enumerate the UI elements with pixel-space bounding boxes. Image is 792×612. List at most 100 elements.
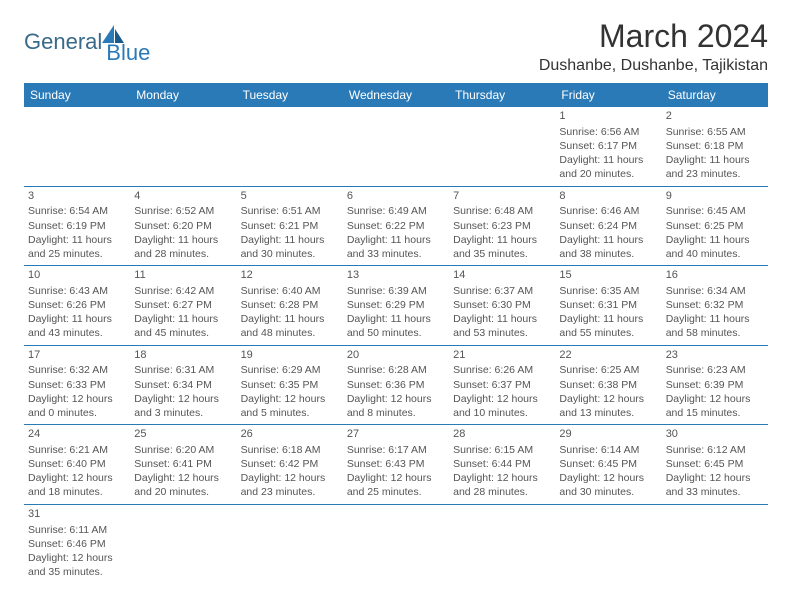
day-detail: Sunrise: 6:39 AM: [347, 284, 445, 298]
calendar-cell: 11Sunrise: 6:42 AMSunset: 6:27 PMDayligh…: [130, 266, 236, 345]
day-number: 14: [453, 268, 551, 283]
day-detail: Sunrise: 6:17 AM: [347, 443, 445, 457]
calendar-cell: 25Sunrise: 6:20 AMSunset: 6:41 PMDayligh…: [130, 425, 236, 504]
day-detail: Sunset: 6:35 PM: [241, 378, 339, 392]
day-detail: Daylight: 11 hours: [666, 312, 764, 326]
day-detail: Sunrise: 6:29 AM: [241, 363, 339, 377]
day-detail: Daylight: 11 hours: [453, 233, 551, 247]
day-detail: Sunset: 6:43 PM: [347, 457, 445, 471]
calendar-cell: 5Sunrise: 6:51 AMSunset: 6:21 PMDaylight…: [237, 187, 343, 266]
calendar-cell: 24Sunrise: 6:21 AMSunset: 6:40 PMDayligh…: [24, 425, 130, 504]
day-detail: Sunrise: 6:43 AM: [28, 284, 126, 298]
day-detail: Sunset: 6:40 PM: [28, 457, 126, 471]
day-detail: and 5 minutes.: [241, 406, 339, 420]
day-detail: Sunset: 6:42 PM: [241, 457, 339, 471]
title-block: March 2024 Dushanbe, Dushanbe, Tajikista…: [539, 18, 768, 75]
day-detail: and 23 minutes.: [666, 167, 764, 181]
day-header: Sunday: [24, 83, 130, 107]
day-number: 13: [347, 268, 445, 283]
day-detail: Sunset: 6:39 PM: [666, 378, 764, 392]
calendar-cell: [130, 505, 236, 584]
day-number: 28: [453, 427, 551, 442]
day-detail: and 28 minutes.: [453, 485, 551, 499]
day-detail: Sunrise: 6:20 AM: [134, 443, 232, 457]
day-detail: Sunrise: 6:35 AM: [559, 284, 657, 298]
day-detail: Sunset: 6:30 PM: [453, 298, 551, 312]
day-detail: Sunrise: 6:32 AM: [28, 363, 126, 377]
day-detail: Sunrise: 6:12 AM: [666, 443, 764, 457]
day-detail: and 8 minutes.: [347, 406, 445, 420]
day-detail: Daylight: 11 hours: [559, 312, 657, 326]
day-detail: Sunset: 6:24 PM: [559, 219, 657, 233]
day-detail: Sunset: 6:18 PM: [666, 139, 764, 153]
calendar-cell: 22Sunrise: 6:25 AMSunset: 6:38 PMDayligh…: [555, 346, 661, 425]
day-number: 24: [28, 427, 126, 442]
day-number: 20: [347, 348, 445, 363]
day-detail: Sunset: 6:38 PM: [559, 378, 657, 392]
day-number: 18: [134, 348, 232, 363]
calendar-cell: 2Sunrise: 6:55 AMSunset: 6:18 PMDaylight…: [662, 107, 768, 186]
day-detail: and 25 minutes.: [28, 247, 126, 261]
day-detail: Daylight: 11 hours: [134, 233, 232, 247]
calendar-row: 10Sunrise: 6:43 AMSunset: 6:26 PMDayligh…: [24, 266, 768, 346]
day-detail: Daylight: 11 hours: [347, 233, 445, 247]
day-detail: Sunrise: 6:25 AM: [559, 363, 657, 377]
calendar-header: Sunday Monday Tuesday Wednesday Thursday…: [24, 83, 768, 107]
day-detail: Daylight: 12 hours: [666, 392, 764, 406]
day-detail: Daylight: 11 hours: [559, 153, 657, 167]
day-detail: and 28 minutes.: [134, 247, 232, 261]
day-detail: Daylight: 11 hours: [134, 312, 232, 326]
day-detail: Sunrise: 6:49 AM: [347, 204, 445, 218]
day-number: 30: [666, 427, 764, 442]
day-detail: Sunrise: 6:46 AM: [559, 204, 657, 218]
logo: General Blue: [24, 18, 150, 66]
day-detail: Sunset: 6:34 PM: [134, 378, 232, 392]
calendar-cell: 31Sunrise: 6:11 AMSunset: 6:46 PMDayligh…: [24, 505, 130, 584]
day-detail: Sunrise: 6:34 AM: [666, 284, 764, 298]
calendar-cell: 4Sunrise: 6:52 AMSunset: 6:20 PMDaylight…: [130, 187, 236, 266]
day-number: 4: [134, 189, 232, 204]
calendar-cell: 14Sunrise: 6:37 AMSunset: 6:30 PMDayligh…: [449, 266, 555, 345]
day-number: 29: [559, 427, 657, 442]
day-header: Tuesday: [237, 83, 343, 107]
calendar-row: 24Sunrise: 6:21 AMSunset: 6:40 PM Dayligh…: [24, 425, 768, 505]
day-detail: and 48 minutes.: [241, 326, 339, 340]
calendar-cell: 10Sunrise: 6:43 AMSunset: 6:26 PMDayligh…: [24, 266, 130, 345]
day-detail: Daylight: 11 hours: [559, 233, 657, 247]
day-header: Wednesday: [343, 83, 449, 107]
day-detail: and 15 minutes.: [666, 406, 764, 420]
day-detail: Sunset: 6:21 PM: [241, 219, 339, 233]
day-detail: Daylight: 12 hours: [666, 471, 764, 485]
day-detail: Sunset: 6:46 PM: [28, 537, 126, 551]
day-detail: Sunrise: 6:52 AM: [134, 204, 232, 218]
day-detail: Sunrise: 6:40 AM: [241, 284, 339, 298]
day-detail: Sunrise: 6:11 AM: [28, 523, 126, 537]
day-detail: and 30 minutes.: [241, 247, 339, 261]
location: Dushanbe, Dushanbe, Tajikistan: [539, 57, 768, 75]
day-detail: and 53 minutes.: [453, 326, 551, 340]
logo-text-1: General: [24, 29, 102, 55]
day-detail: and 13 minutes.: [559, 406, 657, 420]
day-detail: Sunrise: 6:28 AM: [347, 363, 445, 377]
day-detail: and 45 minutes.: [134, 326, 232, 340]
calendar-cell: [343, 505, 449, 584]
calendar-row: 31Sunrise: 6:11 AMSunset: 6:46 PMDayligh…: [24, 505, 768, 584]
calendar-cell: 21Sunrise: 6:26 AMSunset: 6:37 PMDayligh…: [449, 346, 555, 425]
day-detail: Sunrise: 6:37 AM: [453, 284, 551, 298]
day-detail: Sunset: 6:23 PM: [453, 219, 551, 233]
day-detail: Sunset: 6:37 PM: [453, 378, 551, 392]
day-detail: and 35 minutes.: [453, 247, 551, 261]
day-detail: Daylight: 11 hours: [28, 312, 126, 326]
day-detail: Sunset: 6:22 PM: [347, 219, 445, 233]
day-number: 27: [347, 427, 445, 442]
calendar-body: 1Sunrise: 6:56 AMSunset: 6:17 PMDaylight…: [24, 107, 768, 583]
calendar-cell: 7Sunrise: 6:48 AMSunset: 6:23 PMDaylight…: [449, 187, 555, 266]
calendar-cell: 30Sunrise: 6:12 AMSunset: 6:45 PMDayligh…: [662, 425, 768, 504]
day-detail: Daylight: 11 hours: [347, 312, 445, 326]
day-detail: Sunrise: 6:21 AM: [28, 443, 126, 457]
day-number: 1: [559, 109, 657, 124]
calendar-cell: 12Sunrise: 6:40 AMSunset: 6:28 PMDayligh…: [237, 266, 343, 345]
day-number: 8: [559, 189, 657, 204]
calendar-cell: 6Sunrise: 6:49 AMSunset: 6:22 PMDaylight…: [343, 187, 449, 266]
day-detail: Daylight: 11 hours: [241, 233, 339, 247]
